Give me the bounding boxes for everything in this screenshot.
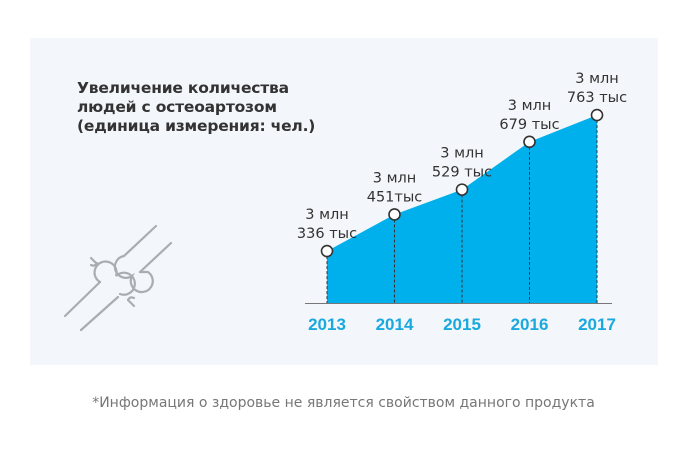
joint-bones-icon [63, 224, 173, 332]
x-tick-label: 2013 [308, 315, 346, 334]
data-label: 679 тыс [499, 117, 559, 133]
x-tick-label: 2016 [511, 315, 549, 334]
data-label: 336 тыс [297, 226, 357, 242]
data-point [388, 208, 401, 221]
data-label: 3 млн [440, 146, 484, 162]
data-point [455, 183, 469, 196]
data-label: 3 млн [508, 98, 552, 114]
data-point [320, 244, 334, 258]
data-point [590, 108, 604, 122]
data-label: 529 тыс [432, 165, 492, 181]
data-label: 3 млн [575, 71, 619, 87]
data-point [523, 135, 536, 149]
x-tick-label: 2014 [376, 315, 414, 334]
data-label: 3 млн [305, 207, 349, 223]
footnote: *Информация о здоровье не является свойс… [92, 395, 595, 411]
data-label: 3 млн [373, 170, 417, 186]
data-label: 451тыс [367, 189, 423, 205]
x-tick-label: 2015 [443, 315, 481, 334]
data-label: 763 тыс [567, 90, 627, 106]
x-tick-label: 2017 [578, 315, 616, 334]
chart-title: Увеличение количества людей с остеоартоз… [77, 79, 316, 135]
